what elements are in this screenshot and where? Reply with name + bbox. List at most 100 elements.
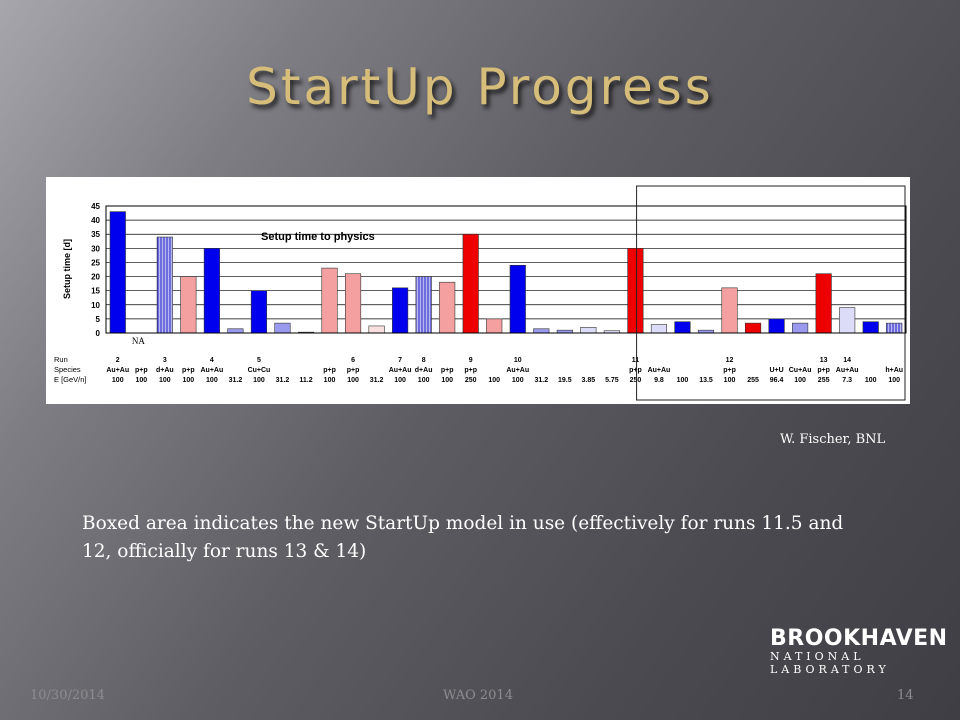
- bar: [439, 281, 456, 334]
- caption-text: Boxed area indicates the new StartUp mod…: [82, 513, 844, 562]
- category-label-energy: 100: [677, 377, 689, 384]
- row-label-species: Species: [54, 365, 81, 374]
- brookhaven-logo: BROOKHAVEN NATIONAL LABORATORY: [770, 626, 960, 676]
- category-label-run: 7: [398, 357, 402, 364]
- category-label-energy: 250: [465, 377, 477, 384]
- y-tick-label: 0: [96, 329, 101, 338]
- bar: [815, 273, 832, 334]
- category-label-energy: 100: [347, 377, 359, 384]
- category-label-energy: 13.5: [699, 377, 713, 384]
- bar: [274, 322, 291, 334]
- category-label-species: d+Au: [156, 367, 174, 374]
- y-tick-label: 10: [91, 301, 100, 310]
- category-label-energy: 100: [253, 377, 265, 384]
- category-label-species: p+p: [629, 367, 642, 374]
- bar: [109, 211, 126, 334]
- bar: [156, 236, 173, 334]
- category-label-run: 6: [351, 357, 355, 364]
- category-label-energy: 100: [206, 377, 218, 384]
- category-label-species: p+p: [182, 367, 195, 374]
- category-label-species: Cu+Cu: [248, 367, 271, 374]
- y-ticks: 0 5 10 15 20 25 30 35 40 45: [91, 202, 100, 338]
- category-label-energy: 100: [794, 377, 806, 384]
- category-label-energy: 100: [888, 377, 900, 384]
- y-tick-label: 25: [91, 258, 100, 267]
- category-label-species: Au+Au: [648, 367, 671, 374]
- bar: [509, 264, 526, 334]
- footer-event: WAO 2014: [443, 688, 513, 703]
- category-label-energy: 7.3: [842, 377, 852, 384]
- category-label-energy: 100: [441, 377, 453, 384]
- category-label-energy: 255: [747, 377, 759, 384]
- y-axis-label: Setup time [d]: [62, 239, 72, 299]
- category-label-run: 13: [820, 357, 828, 364]
- category-label-species: p+p: [817, 367, 830, 374]
- bar: [627, 248, 644, 334]
- footer-date: 10/30/2014: [30, 688, 105, 703]
- category-label-energy: 31.2: [276, 377, 290, 384]
- category-label-run: 14: [843, 357, 851, 364]
- slide-title: StartUp Progress: [246, 58, 714, 116]
- category-label-species: Au+Au: [389, 367, 412, 374]
- category-label-run: 3: [163, 357, 167, 364]
- category-label-run: 8: [422, 357, 426, 364]
- category-label-run: 5: [257, 357, 261, 364]
- category-label-energy: 31.2: [534, 377, 548, 384]
- bar: [368, 325, 385, 334]
- row-label-energy: E [GeV/n]: [54, 375, 87, 384]
- category-label-energy: 100: [183, 377, 195, 384]
- bar: [227, 328, 244, 334]
- y-tick-label: 15: [91, 287, 100, 296]
- category-label-energy: 11.2: [299, 377, 312, 384]
- bar: [415, 276, 432, 334]
- bar: [203, 248, 220, 334]
- category-label-run: 10: [514, 357, 522, 364]
- category-label-run: 4: [210, 357, 214, 364]
- category-label-energy: 100: [324, 377, 336, 384]
- category-label-species: Au+Au: [506, 367, 529, 374]
- bar: [839, 307, 856, 334]
- y-tick-label: 5: [96, 315, 101, 324]
- y-tick-label: 40: [91, 216, 100, 225]
- setup-time-chart: 0 5 10 15 20 25 30 35 40 45 Setup time [d] Setup …: [46, 177, 910, 404]
- category-label-run: 11: [632, 357, 640, 364]
- category-label-energy: 19.5: [558, 377, 572, 384]
- bar: [744, 322, 762, 334]
- category-label-species: U+U: [769, 367, 783, 374]
- category-label-species: h+Au: [885, 367, 903, 374]
- footer-page-number: 14: [897, 688, 914, 703]
- bar: [486, 318, 503, 334]
- category-label-species: Au+Au: [201, 367, 224, 374]
- y-tick-label: 35: [91, 230, 100, 239]
- category-label-energy: 250: [630, 377, 642, 384]
- na-label: NA: [132, 336, 145, 346]
- category-label-run: 2: [116, 357, 120, 364]
- y-tick-label: 20: [91, 273, 100, 282]
- category-label-energy: 96.4: [770, 377, 784, 384]
- category-label-species: p+p: [323, 367, 336, 374]
- bar: [344, 273, 362, 334]
- category-label-energy: 255: [818, 377, 830, 384]
- bar: [250, 290, 268, 334]
- bar: [792, 322, 809, 334]
- credit-text: W. Fischer, BNL: [780, 432, 886, 447]
- category-label-energy: 100: [159, 377, 171, 384]
- category-label-energy: 100: [724, 377, 736, 384]
- category-label-energy: 100: [135, 377, 147, 384]
- logo-subtitle: NATIONAL LABORATORY: [770, 650, 890, 676]
- category-label-energy: 100: [865, 377, 877, 384]
- bar: [650, 324, 668, 334]
- category-label-species: p+p: [464, 367, 477, 374]
- category-label-energy: 5.75: [605, 377, 619, 384]
- category-label-species: Au+Au: [836, 367, 859, 374]
- y-tick-label: 30: [91, 244, 100, 253]
- bar: [580, 327, 597, 334]
- bar: [768, 318, 785, 334]
- category-label-run: 12: [726, 357, 734, 364]
- bar: [886, 322, 903, 334]
- category-label-species: p+p: [723, 367, 736, 374]
- category-label-energy: 31.2: [229, 377, 243, 384]
- bar: [721, 287, 738, 334]
- plot-frame: [105, 205, 907, 334]
- category-label-run: 9: [469, 357, 473, 364]
